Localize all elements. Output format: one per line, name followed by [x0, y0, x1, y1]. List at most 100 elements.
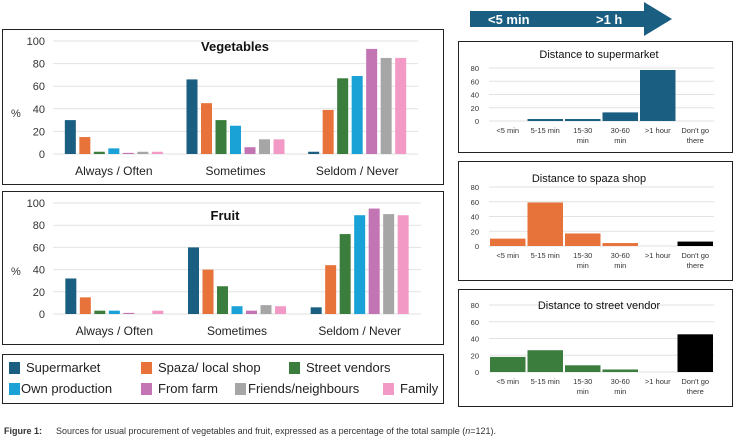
bar-from-farm: [368, 208, 380, 314]
bar-family: [152, 310, 164, 314]
bar-spaza-local-shop: [325, 265, 337, 314]
bar: [677, 334, 713, 372]
bar-street-vendors: [339, 234, 351, 314]
bar-own-production: [108, 148, 120, 154]
x-tick-label: <5 min: [496, 251, 519, 260]
street-distance-panel: 0 20 40 60 80 <5 min 5-15 min 15-30 min 30-60 min >…: [458, 289, 733, 407]
bar-family: [397, 215, 409, 314]
x-tick-label: Don't go there: [681, 126, 709, 145]
chart-title: Distance to spaza shop: [532, 173, 646, 185]
bar-friends-neighbours: [380, 57, 392, 155]
legend-label: Own production: [21, 381, 113, 396]
x-tick-label: >1 hour: [645, 377, 671, 386]
arrow-shape: [470, 2, 672, 36]
y-tick-label: 40: [471, 335, 479, 344]
y-tick-label: 0: [475, 117, 479, 126]
vegetables-chart-panel: 0 20 40 60 80 100% Vegetables Always / Often Som…: [2, 29, 444, 185]
x-tick-label: Always / Often: [76, 324, 153, 338]
y-tick-label: 100: [27, 198, 45, 210]
x-tick-label: 5-15 min: [531, 126, 560, 135]
chart-title: Distance to supermarket: [539, 49, 658, 61]
x-tick-label: >1 hour: [645, 126, 671, 135]
bar-spaza-local-shop: [322, 109, 334, 154]
y-tick-label: 60: [471, 198, 479, 207]
caption-text-end: =121).: [470, 426, 497, 436]
x-tick-label: 30-60 min: [611, 251, 630, 270]
arrow-left-label: <5 min: [488, 12, 530, 27]
x-tick-label: 30-60 min: [611, 126, 630, 145]
bar: [527, 119, 563, 121]
legend-item-supermarket: Supermarket: [9, 360, 100, 375]
legend-label: Supermarket: [26, 360, 101, 375]
y-tick-label: 20: [33, 287, 45, 299]
legend-swatch: [9, 361, 20, 374]
x-tick-label: Don't go there: [681, 377, 709, 396]
bar: [527, 350, 563, 372]
bar-street-vendors: [215, 120, 227, 154]
spaza-distance-chart: 0 20 40 60 80 <5 min 5-15 min 15-30 min 30-60 min >…: [471, 173, 714, 270]
arrow-right-label: >1 h: [596, 12, 622, 27]
bar-friends-neighbours: [259, 139, 270, 154]
legend-item-street-vendors: Street vendors: [289, 360, 391, 375]
y-tick-label: 100: [27, 36, 45, 48]
y-tick-label: 40: [33, 104, 45, 116]
chart-title: Vegetables: [201, 39, 269, 54]
distance-arrow: <5 min >1 h: [470, 2, 672, 36]
legend-item-family: Family: [383, 381, 438, 396]
x-tick-label: <5 min: [496, 126, 519, 135]
bar-friends-neighbours: [137, 151, 149, 154]
y-tick-label: 20: [471, 104, 479, 113]
legend-swatch: [235, 382, 246, 395]
bar: [602, 369, 638, 372]
legend-swatch: [289, 361, 300, 374]
bar-spaza-local-shop: [79, 137, 91, 154]
legend-label: Spaza/ local shop: [158, 360, 261, 375]
legend-item-own-production: Own production: [9, 381, 112, 396]
y-axis-label: %: [11, 266, 21, 278]
legend-item-spaza: Spaza/ local shop: [141, 360, 261, 375]
spaza-distance-panel: 0 20 40 60 80 <5 min 5-15 min 15-30 min 30-60 min >…: [458, 161, 733, 281]
y-tick-label: 0: [475, 368, 479, 377]
caption-label: Figure 1:: [4, 426, 43, 436]
bar-spaza-local-shop: [201, 103, 212, 154]
y-tick-label: 80: [33, 59, 45, 71]
bar: [527, 202, 563, 246]
chart-title: Fruit: [211, 208, 241, 223]
bar-supermarket: [308, 151, 320, 154]
chart-title: Distance to street vendor: [538, 300, 661, 312]
y-tick-label: 40: [33, 265, 45, 277]
bar-supermarket: [310, 307, 322, 314]
bar-friends-neighbours: [260, 305, 272, 314]
bar: [565, 119, 601, 121]
supermarket-distance-chart: 0 20 40 60 80 <5 min 5-15 min 15-30 min 30-60 min >…: [471, 49, 714, 145]
bar-street-vendors: [94, 310, 106, 314]
bar-street-vendors: [217, 286, 228, 314]
figure-caption: Figure 1: Sources for usual procurement o…: [4, 426, 496, 436]
bar-family: [273, 139, 285, 154]
street-distance-chart: 0 20 40 60 80 <5 min 5-15 min 15-30 min 30-60 min >…: [471, 300, 714, 396]
y-tick-label: 40: [471, 91, 479, 100]
bar-spaza-local-shop: [202, 269, 214, 314]
bar-supermarket: [188, 247, 199, 314]
bar-from-farm: [123, 312, 135, 314]
y-tick-label: 60: [471, 318, 479, 327]
y-tick-label: 80: [33, 220, 45, 232]
y-tick-label: 20: [33, 126, 45, 138]
x-tick-label: 15-30 min: [573, 126, 592, 145]
x-tick-label: Seldom / Never: [316, 164, 399, 178]
y-tick-label: 80: [471, 64, 479, 73]
bar: [565, 365, 601, 372]
bar: [602, 243, 638, 246]
bar-own-production: [354, 215, 366, 314]
legend-label: Family: [400, 381, 439, 396]
bar: [602, 112, 638, 121]
bar-own-production: [230, 125, 241, 154]
y-tick-label: 80: [471, 183, 479, 192]
legend: Supermarket Spaza/ local shop Street ven…: [2, 354, 444, 404]
legend-swatch: [141, 361, 152, 374]
vegetables-chart: 0 20 40 60 80 100% Vegetables Always / Often Som…: [11, 36, 418, 178]
y-tick-label: 20: [471, 227, 479, 236]
bar-spaza-local-shop: [79, 297, 91, 314]
x-tick-label: 5-15 min: [531, 377, 560, 386]
legend-label: Street vendors: [306, 360, 391, 375]
